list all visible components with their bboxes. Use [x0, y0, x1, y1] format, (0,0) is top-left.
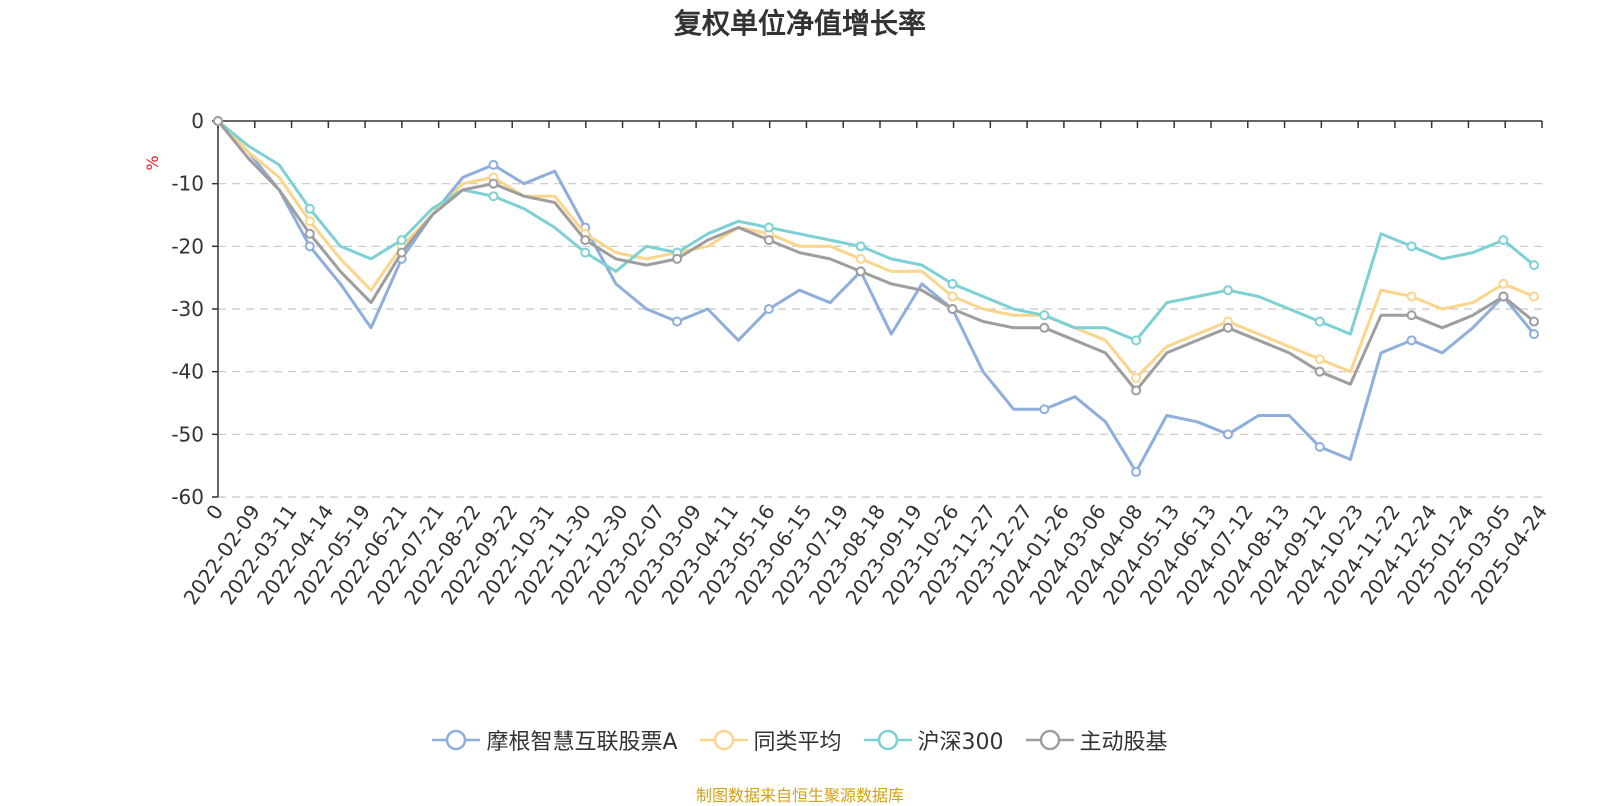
series-lines: [213, 116, 1539, 477]
legend-label: 主动股基: [1079, 730, 1168, 755]
series-line-0: [216, 119, 1536, 474]
y-tick-label: 0: [191, 109, 204, 133]
data-point: [396, 235, 407, 246]
data-point: [488, 159, 499, 170]
series-line-3: [216, 120, 1535, 392]
data-point: [488, 178, 499, 189]
data-point: [1314, 366, 1325, 377]
data-point: [947, 278, 958, 289]
data-point: [1314, 316, 1325, 327]
data-point: [1131, 385, 1142, 396]
legend-item-0[interactable]: 摩根智慧互联股票A: [432, 724, 678, 756]
chart-title: 复权单位净值增长率: [673, 7, 926, 40]
data-point: [304, 228, 315, 239]
data-point: [1131, 335, 1142, 346]
data-point: [1314, 354, 1325, 365]
data-point: [1498, 235, 1509, 246]
series-line-1: [216, 119, 1535, 380]
data-point: [1131, 466, 1142, 477]
data-point: [1222, 285, 1233, 296]
y-axis-unit-label: %: [143, 155, 162, 170]
data-point: [947, 304, 958, 314]
data-point: [1498, 278, 1509, 289]
x-tick-label: 0: [201, 500, 228, 524]
data-point: [1039, 310, 1050, 321]
data-point: [304, 216, 315, 227]
data-point: [1406, 335, 1417, 346]
legend-line-circle-icon: [863, 729, 912, 751]
data-point: [855, 253, 866, 264]
data-point: [1131, 372, 1142, 383]
y-tick-label: -50: [171, 422, 204, 446]
axes: [212, 120, 1543, 498]
y-tick-label: -60: [171, 485, 204, 509]
y-tick-label: -30: [171, 297, 204, 321]
legend-item-1[interactable]: 同类平均: [699, 724, 842, 756]
data-point: [1039, 322, 1050, 333]
data-point: [1314, 441, 1325, 452]
data-point: [580, 247, 591, 258]
legend-label: 沪深300: [917, 730, 1004, 755]
series-line-2: [217, 119, 1535, 342]
data-point: [763, 304, 774, 314]
data-point: [1529, 329, 1539, 340]
data-point: [672, 316, 683, 327]
data-point: [1222, 429, 1233, 440]
data-point: [1406, 241, 1417, 252]
legend-item-3[interactable]: 主动股基: [1025, 724, 1168, 756]
legend-label: 同类平均: [753, 730, 842, 755]
legend-label: 摩根智慧互联股票A: [486, 730, 678, 755]
data-source-note: 制图数据来自恒生聚源数据库: [695, 786, 904, 805]
data-point: [855, 241, 866, 252]
data-point: [213, 116, 223, 126]
data-point: [1498, 291, 1509, 302]
data-point: [304, 203, 315, 214]
legend: 摩根智慧互联股票A 同类平均 沪深300 主动股基: [0, 724, 1600, 756]
data-point: [855, 266, 866, 277]
data-point: [1529, 260, 1539, 271]
data-point: [947, 291, 958, 302]
line-chart: 0-10-20-30-40-50-60%02022-02-092022-03-1…: [143, 109, 1552, 609]
data-point: [1406, 291, 1417, 302]
data-point: [1529, 316, 1539, 327]
y-tick-label: -10: [171, 172, 204, 196]
legend-item-2[interactable]: 沪深300: [863, 724, 1004, 756]
legend-line-circle-icon: [432, 729, 481, 751]
data-point: [1039, 404, 1050, 415]
y-tick-label: -40: [171, 360, 204, 384]
data-point: [488, 191, 499, 202]
data-point: [396, 247, 407, 258]
legend-line-circle-icon: [1025, 729, 1074, 751]
data-point: [763, 222, 774, 233]
data-point: [580, 235, 591, 246]
data-point: [763, 235, 774, 246]
data-point: [304, 241, 315, 252]
data-point: [1222, 322, 1233, 333]
data-point: [1529, 291, 1539, 302]
data-point: [1406, 310, 1417, 321]
legend-line-circle-icon: [699, 729, 748, 751]
data-point: [672, 253, 683, 264]
y-tick-label: -20: [171, 234, 204, 258]
